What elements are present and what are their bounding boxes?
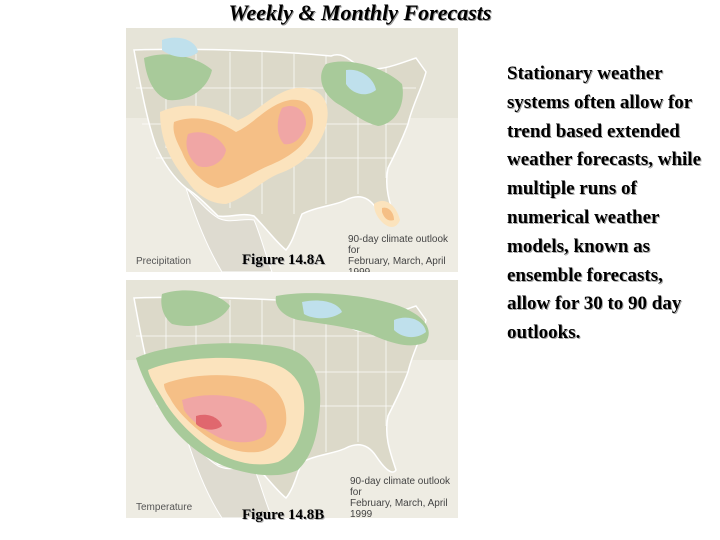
map-a-caption-line-1: 90-day climate outlook for: [348, 234, 449, 256]
very-wet-northwest: [162, 37, 198, 58]
map-a-caption: 90-day climate outlook for February, Mar…: [348, 234, 458, 272]
slide-body-text: Stationary weather systems often allow f…: [507, 63, 701, 344]
figure-14-8a-label: Figure 14.8A: [242, 252, 326, 268]
very-cool-north-central: [302, 300, 342, 319]
very-wet-great-lakes: [346, 69, 376, 95]
mexico-region: [185, 187, 273, 272]
warmest-zone: [196, 414, 222, 430]
very-cool-northeast: [394, 317, 426, 338]
map-b-legend-tag: Temperature: [136, 502, 193, 513]
very-dry-zone-central: [277, 105, 306, 145]
map-a-legend-tag: Precipitation: [136, 256, 192, 267]
very-dry-zone-west: [186, 132, 226, 168]
figure-14-8b-label: Figure 14.8B: [242, 507, 325, 523]
precipitation-outlook-map: Precipitation 90-day climate outlook for…: [126, 28, 458, 272]
precipitation-map-graphic: [126, 28, 458, 272]
warm-zone-strong: [182, 395, 267, 443]
map-a-caption-line-2: February, March, April 1999: [348, 256, 446, 272]
map-b-caption-line-1: 90-day climate outlook for: [350, 476, 451, 498]
map-b-caption: 90-day climate outlook for February, Mar…: [350, 476, 458, 518]
slide-title: Weekly & Monthly Forecasts: [228, 0, 492, 25]
cool-zone-northwest: [161, 290, 230, 326]
temperature-outlook-map: Temperature 90-day climate outlook for F…: [126, 280, 458, 518]
map-b-caption-line-2: February, March, April 1999: [350, 498, 448, 518]
wet-zone-northwest: [144, 54, 212, 101]
temperature-map-graphic: [126, 280, 458, 518]
